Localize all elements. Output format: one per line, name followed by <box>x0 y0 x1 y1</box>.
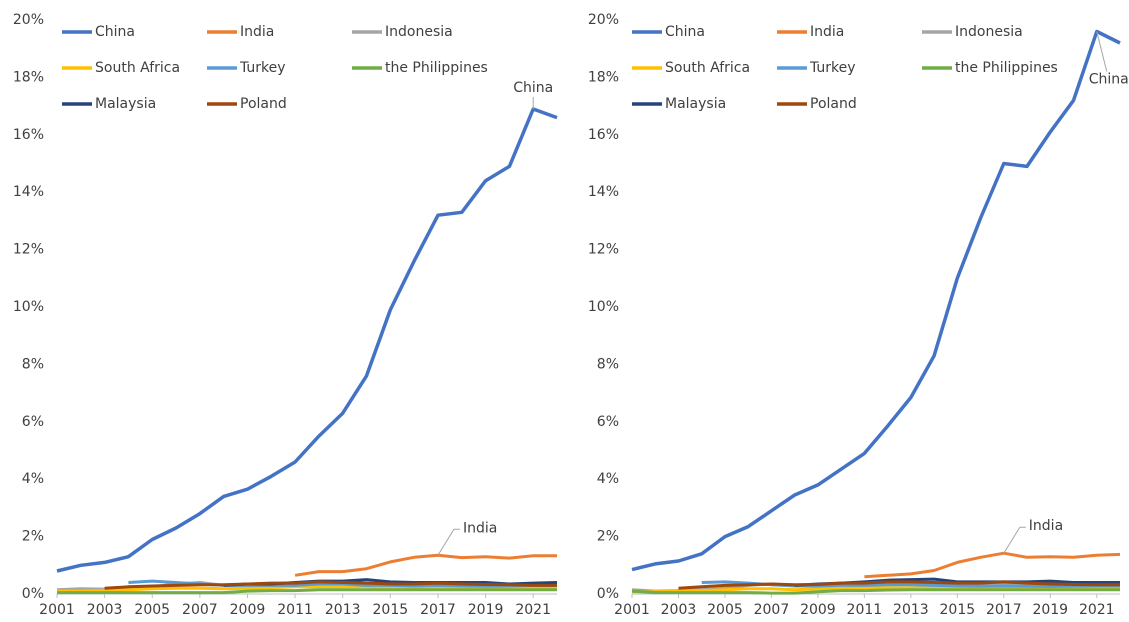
annotation-leader <box>1003 526 1021 554</box>
series-line <box>294 553 557 577</box>
x-tick-label: 2009 <box>230 602 266 618</box>
annotation: India <box>1029 518 1063 534</box>
legend-label: Turkey <box>239 60 286 76</box>
x-tick-label: 2015 <box>373 602 409 618</box>
y-tick-label: 14% <box>13 184 44 200</box>
y-tick-label: 6% <box>22 414 44 430</box>
y-tick-label: 10% <box>13 299 44 315</box>
legend-label: Turkey <box>809 60 856 76</box>
y-tick-label: 18% <box>13 69 44 85</box>
y-tick-label: 8% <box>22 356 44 372</box>
y-tick-label: 20% <box>13 12 44 28</box>
y-tick-label: 20% <box>588 12 619 28</box>
y-tick-label: 2% <box>597 529 619 545</box>
series-line <box>631 29 1121 572</box>
y-tick-label: 10% <box>588 299 619 315</box>
y-tick-label: 2% <box>22 529 44 545</box>
x-tick-label: 2005 <box>134 602 170 618</box>
x-tick-label: 2011 <box>277 602 313 618</box>
x-tick-label: 2011 <box>847 602 883 618</box>
x-tick-label: 2013 <box>325 602 361 618</box>
series-line <box>56 107 558 573</box>
y-tick-label: 12% <box>13 242 44 258</box>
series-line <box>631 588 1120 595</box>
x-tick-label: 2007 <box>182 602 218 618</box>
x-tick-label: 2007 <box>754 602 790 618</box>
legend-label: China <box>665 24 705 40</box>
annotation: India <box>463 520 497 536</box>
y-tick-label: 16% <box>13 127 44 143</box>
legend-label: India <box>240 24 274 40</box>
y-tick-label: 14% <box>588 184 619 200</box>
series-line <box>864 551 1121 579</box>
legend-label: Indonesia <box>955 24 1023 40</box>
y-tick-label: 6% <box>597 414 619 430</box>
x-tick-label: 2001 <box>614 602 650 618</box>
y-tick-label: 12% <box>588 242 619 258</box>
annotation-leader <box>1096 31 1108 72</box>
x-tick-label: 2015 <box>940 602 976 618</box>
legend-label: the Philippines <box>955 60 1058 76</box>
x-tick-label: 2019 <box>1032 602 1068 618</box>
legend-label: Poland <box>810 96 857 112</box>
x-tick-label: 2021 <box>1079 602 1115 618</box>
x-tick-label: 2003 <box>661 602 697 618</box>
series-line <box>678 580 1120 590</box>
legend-label: India <box>810 24 844 40</box>
y-tick-label: 18% <box>588 69 619 85</box>
legend-label: Poland <box>240 96 287 112</box>
legend-label: Indonesia <box>385 24 453 40</box>
x-tick-label: 2003 <box>87 602 123 618</box>
y-tick-label: 8% <box>597 356 619 372</box>
annotation: China <box>1089 71 1129 87</box>
legend-label: South Africa <box>665 60 750 76</box>
x-tick-label: 2001 <box>39 602 75 618</box>
annotation: China <box>513 80 553 96</box>
x-tick-label: 2017 <box>986 602 1022 618</box>
annotation-leader <box>437 528 455 556</box>
series-line <box>57 588 557 595</box>
legend-label: China <box>95 24 135 40</box>
x-tick-label: 2017 <box>420 602 456 618</box>
x-tick-label: 2005 <box>707 602 743 618</box>
legend-label: South Africa <box>95 60 180 76</box>
x-tick-label: 2009 <box>800 602 836 618</box>
y-tick-label: 4% <box>597 471 619 487</box>
x-tick-label: 2013 <box>893 602 929 618</box>
series-line <box>104 580 557 590</box>
y-tick-label: 16% <box>588 127 619 143</box>
legend-label: the Philippines <box>385 60 488 76</box>
legend-label: Malaysia <box>95 96 156 112</box>
y-tick-label: 0% <box>22 586 44 602</box>
x-tick-label: 2021 <box>515 602 551 618</box>
legend-label: Malaysia <box>665 96 726 112</box>
x-tick-label: 2019 <box>468 602 504 618</box>
y-tick-label: 4% <box>22 471 44 487</box>
y-tick-label: 0% <box>597 586 619 602</box>
